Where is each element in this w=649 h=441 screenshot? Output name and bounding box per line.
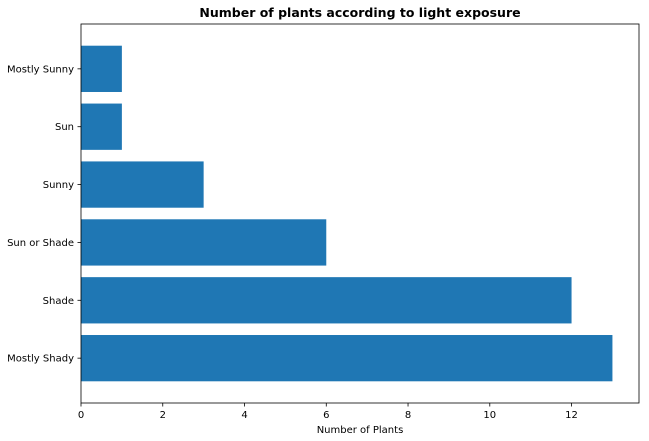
x-axis: 0 2 4 6 8 10 12: [78, 403, 578, 421]
x-tick-label: 6: [323, 410, 329, 421]
y-tick-label: Sunny: [43, 180, 74, 191]
plot-frame: [80, 23, 640, 404]
bar-sunny: [81, 161, 204, 208]
y-tick-label: Sun or Shade: [7, 238, 74, 249]
bars-group: [81, 45, 613, 382]
x-tick-label: 2: [160, 410, 166, 421]
x-tick-label: 12: [565, 410, 578, 421]
bar-mostly-sunny: [81, 45, 122, 92]
y-tick-label: Mostly Shady: [7, 354, 74, 365]
chart-title: Number of plants according to light expo…: [199, 5, 520, 20]
bar-shade: [81, 277, 572, 324]
x-tick-label: 0: [78, 410, 84, 421]
bar-sun-or-shade: [81, 219, 327, 266]
x-tick-label: 10: [483, 410, 496, 421]
y-tick-label: Sun: [55, 122, 74, 133]
x-tick-label: 4: [241, 410, 247, 421]
y-tick-label: Mostly Sunny: [7, 64, 74, 75]
y-axis: Mostly Shady Shade Sun or Shade Sunny Sun Mos…: [7, 64, 81, 365]
bar-sun: [81, 103, 122, 150]
bar-mostly-shady: [81, 335, 613, 382]
x-axis-label: Number of Plants: [317, 425, 404, 436]
y-tick-label: Shade: [43, 296, 74, 307]
x-tick-label: 8: [405, 410, 411, 421]
